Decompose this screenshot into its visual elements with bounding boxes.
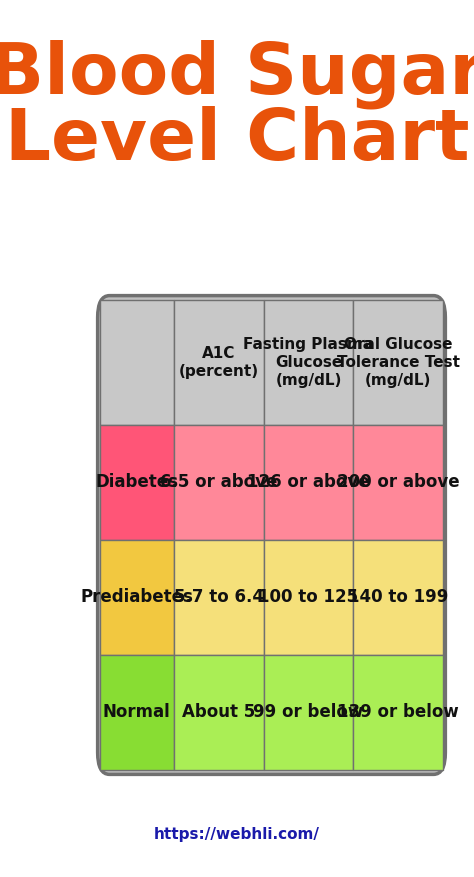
Text: Oral Glucose
Tolerance Test
(mg/dL): Oral Glucose Tolerance Test (mg/dL) <box>337 337 460 388</box>
Text: 5.7 to 6.4: 5.7 to 6.4 <box>173 588 264 606</box>
Text: About 5: About 5 <box>182 703 255 722</box>
Text: Diabetes: Diabetes <box>95 473 178 491</box>
Text: 100 to 125: 100 to 125 <box>258 588 359 606</box>
Text: A1C
(percent): A1C (percent) <box>179 346 259 379</box>
Text: https://webhli.com/: https://webhli.com/ <box>154 827 320 843</box>
Text: 200 or above: 200 or above <box>337 473 460 491</box>
Text: 126 or above: 126 or above <box>247 473 370 491</box>
Text: 140 to 199: 140 to 199 <box>348 588 448 606</box>
Text: Prediabetes: Prediabetes <box>81 588 193 606</box>
Text: Blood Sugar: Blood Sugar <box>0 39 474 110</box>
Text: Normal: Normal <box>103 703 171 722</box>
Text: Fasting Plasma
Glucose
(mg/dL): Fasting Plasma Glucose (mg/dL) <box>244 337 374 388</box>
Text: 6.5 or above: 6.5 or above <box>160 473 277 491</box>
Text: 99 or below: 99 or below <box>254 703 364 722</box>
Text: Level Chart: Level Chart <box>5 106 469 175</box>
Text: 139 or below: 139 or below <box>337 703 459 722</box>
